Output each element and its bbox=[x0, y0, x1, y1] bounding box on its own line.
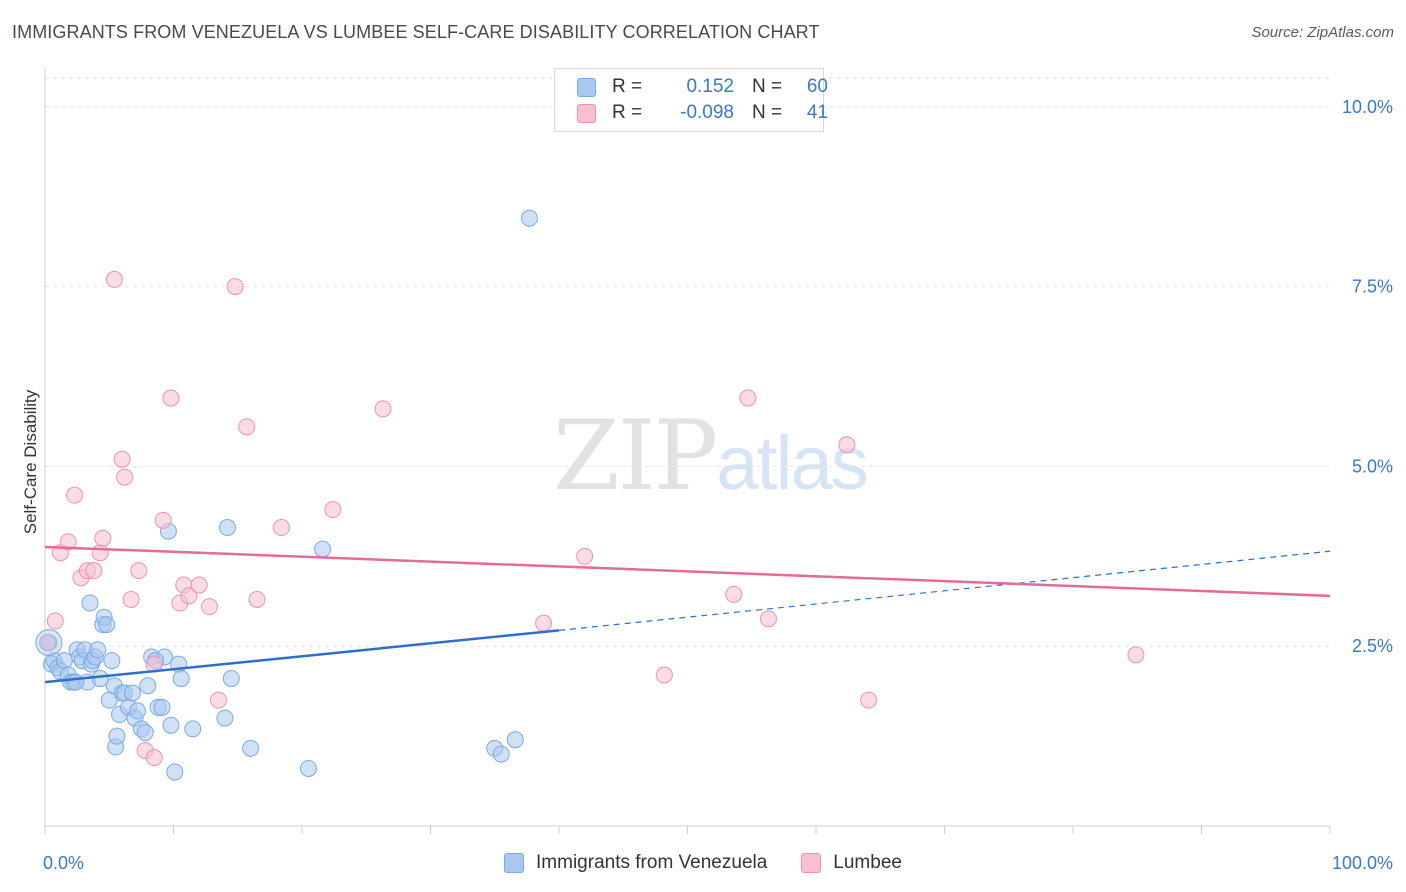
venezuela-point bbox=[520, 209, 538, 227]
venezuela-point bbox=[222, 670, 240, 688]
series-legend: Immigrants from Venezuela Lumbee bbox=[0, 852, 1406, 874]
y-tick-label: 10.0% bbox=[1342, 97, 1393, 117]
venezuela-point bbox=[242, 739, 260, 757]
legend-swatch-venezuela bbox=[504, 853, 525, 873]
venezuela-point bbox=[299, 759, 317, 777]
lumbee-point bbox=[759, 610, 777, 628]
lumbee-point bbox=[154, 511, 172, 529]
lumbee-point bbox=[725, 585, 743, 603]
legend-item-lumbee: Lumbee bbox=[801, 852, 902, 874]
venezuela-point bbox=[91, 670, 109, 688]
venezuela-point bbox=[129, 702, 147, 720]
lumbee-point bbox=[209, 691, 227, 709]
venezuela-point bbox=[89, 641, 107, 659]
y-axis-label: Self-Care Disability bbox=[21, 389, 40, 534]
n-value: 41 bbox=[806, 102, 828, 123]
lumbee-point bbox=[39, 634, 57, 652]
r-label: R = bbox=[612, 76, 643, 97]
venezuela-point bbox=[166, 763, 184, 781]
lumbee-point bbox=[113, 450, 131, 468]
y-tick-label: 2.5% bbox=[1352, 636, 1393, 656]
venezuela-point bbox=[55, 652, 73, 670]
lumbee-point bbox=[162, 389, 180, 407]
stats-legend-row-venezuela: R = 0.152 N = 60 bbox=[577, 75, 828, 99]
r-value: 0.152 bbox=[686, 76, 734, 97]
lumbee-point bbox=[91, 544, 109, 562]
venezuela-point bbox=[216, 709, 234, 727]
lumbee-point bbox=[535, 614, 553, 632]
stats-legend: R = 0.152 N = 60 R = -0.098 N = 41 bbox=[554, 68, 828, 132]
venezuela-point bbox=[103, 652, 121, 670]
x-tick-label: 0.0% bbox=[43, 853, 84, 873]
venezuela-point bbox=[153, 698, 171, 716]
venezuela-point bbox=[108, 727, 126, 745]
venezuela-point bbox=[81, 594, 99, 612]
watermark: ZIPatlas bbox=[553, 400, 869, 512]
lumbee-swatch bbox=[577, 103, 596, 123]
venezuela-point bbox=[139, 677, 157, 695]
lumbee-point bbox=[374, 400, 392, 418]
legend-item-venezuela: Immigrants from Venezuela bbox=[504, 852, 767, 874]
lumbee-trend-line bbox=[44, 545, 1331, 598]
lumbee-point bbox=[324, 501, 342, 519]
y-tick-label: 5.0% bbox=[1352, 456, 1393, 476]
venezuela-point bbox=[98, 616, 116, 634]
lumbee-point bbox=[105, 270, 123, 288]
watermark-zip: ZIP bbox=[553, 400, 718, 512]
venezuela-point bbox=[123, 684, 141, 702]
lumbee-point bbox=[46, 612, 64, 630]
stats-legend-row-lumbee: R = -0.098 N = 41 bbox=[577, 101, 828, 125]
legend-label-venezuela: Immigrants from Venezuela bbox=[536, 852, 768, 873]
n-label: N = bbox=[752, 76, 783, 97]
lumbee-point bbox=[122, 590, 140, 608]
lumbee-point bbox=[838, 436, 856, 454]
lumbee-point bbox=[860, 691, 878, 709]
lumbee-point bbox=[739, 389, 757, 407]
r-value: -0.098 bbox=[680, 102, 734, 123]
n-label: N = bbox=[752, 102, 783, 123]
venezuela-point bbox=[172, 670, 190, 688]
r-label: R = bbox=[612, 102, 643, 123]
venezuela-trend-extension bbox=[558, 550, 1331, 631]
lumbee-point bbox=[85, 562, 103, 580]
venezuela-point bbox=[35, 629, 63, 657]
source-credit: Source: ZipAtlas.com bbox=[1251, 24, 1394, 41]
venezuela-swatch bbox=[577, 77, 596, 97]
legend-label-lumbee: Lumbee bbox=[833, 852, 902, 873]
lumbee-point bbox=[248, 590, 266, 608]
venezuela-point bbox=[67, 673, 85, 691]
lumbee-point bbox=[116, 468, 134, 486]
lumbee-point bbox=[272, 519, 290, 537]
venezuela-point bbox=[136, 724, 154, 741]
lumbee-point bbox=[180, 587, 198, 605]
lumbee-point bbox=[200, 598, 218, 616]
venezuela-trend-line bbox=[44, 629, 560, 684]
venezuela-point bbox=[218, 519, 236, 537]
lumbee-point bbox=[238, 418, 256, 436]
venezuela-point bbox=[314, 540, 332, 558]
venezuela-point bbox=[184, 720, 202, 738]
x-tick-label: 100.0% bbox=[1332, 853, 1393, 873]
n-value: 60 bbox=[806, 76, 828, 97]
lumbee-point bbox=[66, 486, 84, 504]
lumbee-point bbox=[94, 529, 112, 547]
legend-swatch-lumbee bbox=[801, 853, 822, 873]
watermark-atlas: atlas bbox=[716, 421, 869, 506]
venezuela-point bbox=[162, 716, 180, 734]
venezuela-point bbox=[506, 731, 524, 749]
y-tick-label: 7.5% bbox=[1352, 277, 1393, 297]
lumbee-point bbox=[576, 547, 594, 565]
lumbee-point bbox=[1127, 646, 1145, 664]
lumbee-point bbox=[59, 533, 77, 551]
lumbee-point bbox=[190, 576, 208, 594]
venezuela-point bbox=[492, 745, 510, 763]
lumbee-point bbox=[226, 278, 244, 296]
lumbee-point bbox=[145, 749, 163, 767]
lumbee-point bbox=[655, 666, 673, 684]
chart-title: IMMIGRANTS FROM VENEZUELA VS LUMBEE SELF… bbox=[12, 22, 820, 42]
lumbee-point bbox=[130, 562, 148, 580]
